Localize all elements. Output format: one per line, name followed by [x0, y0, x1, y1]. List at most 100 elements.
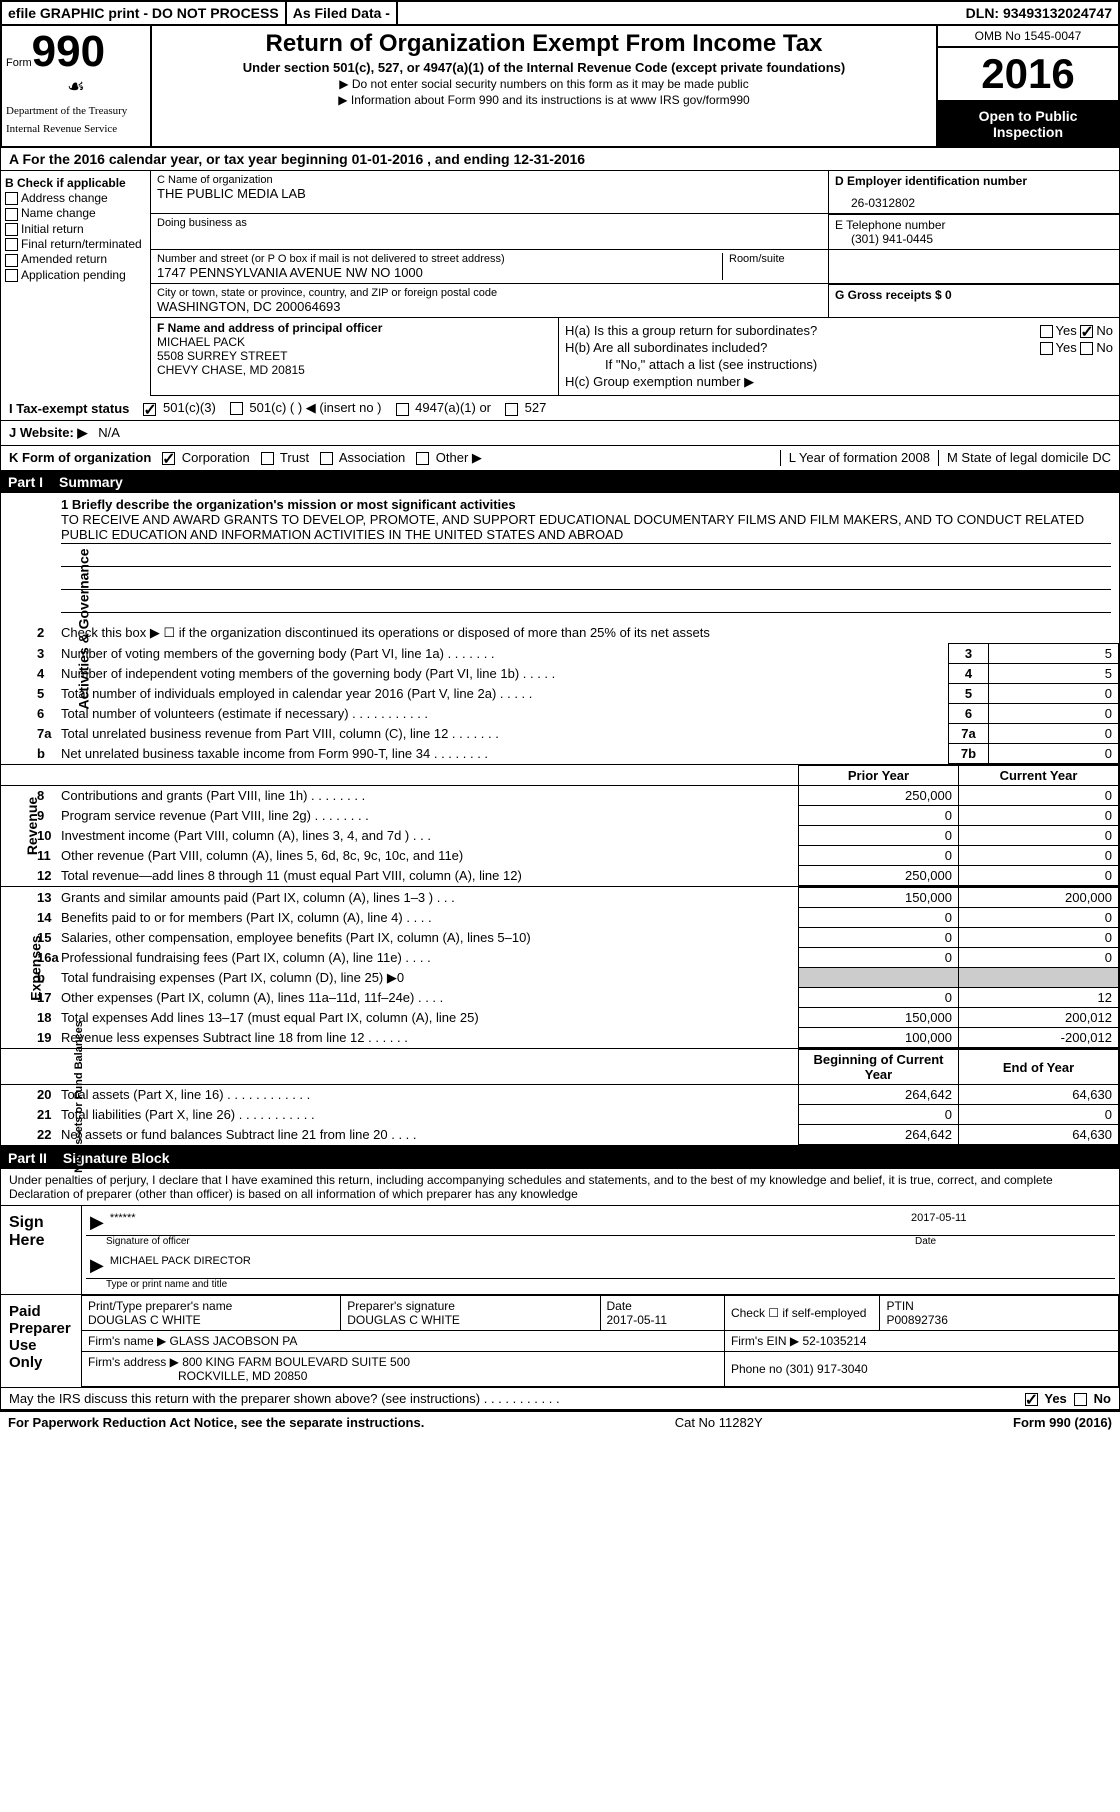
prep-sig-label: Preparer's signature: [347, 1299, 593, 1313]
ptin-label: PTIN: [886, 1299, 1112, 1313]
e-phone-label: E Telephone number: [835, 218, 1113, 232]
prep-date: 2017-05-11: [607, 1313, 718, 1327]
form-version: Form 990 (2016): [1013, 1415, 1112, 1430]
tax-year: 2016: [938, 48, 1118, 102]
dept-treasury: Department of the Treasury: [6, 105, 146, 117]
checkbox-501c[interactable]: [230, 402, 243, 415]
preparer-table: Print/Type preparer's nameDOUGLAS C WHIT…: [81, 1295, 1119, 1387]
room-label: Room/suite: [729, 253, 822, 265]
line2-text: Check this box ▶ ☐ if the organization d…: [61, 625, 710, 640]
paid-preparer-label: Paid Preparer Use Only: [1, 1295, 81, 1387]
top-bar: efile GRAPHIC print - DO NOT PROCESS As …: [0, 0, 1120, 26]
form-subtitle: Under section 501(c), 527, or 4947(a)(1)…: [160, 60, 928, 75]
activities-governance-section: Activities & Governance 1 Briefly descri…: [1, 493, 1119, 765]
c-name-label: C Name of organization: [157, 174, 822, 186]
revenue-section: Revenue Prior YearCurrent Year 8Contribu…: [1, 765, 1119, 887]
open-inspection: Open to Public Inspection: [938, 102, 1118, 146]
form-990-page: efile GRAPHIC print - DO NOT PROCESS As …: [0, 0, 1120, 1433]
i-label: I Tax-exempt status: [9, 401, 129, 416]
dept-irs: Internal Revenue Service: [6, 123, 146, 135]
current-year-head: Current Year: [959, 766, 1119, 786]
part1-title: Summary: [59, 474, 123, 490]
end-year-head: End of Year: [959, 1050, 1119, 1085]
right-header: OMB No 1545-0047 2016 Open to Public Ins…: [938, 26, 1118, 146]
prep-name: DOUGLAS C WHITE: [88, 1313, 334, 1327]
form-num: 990: [32, 27, 105, 76]
governance-table: 3Number of voting members of the governi…: [1, 643, 1119, 764]
checkbox-527[interactable]: [505, 403, 518, 416]
b-label: B Check if applicable: [5, 176, 146, 190]
checkbox-initial[interactable]: [5, 223, 18, 236]
note-info: ▶ Information about Form 990 and its ins…: [160, 93, 928, 107]
ein-value: 26-0312802: [835, 196, 1113, 210]
header: Form990 ☙ Department of the Treasury Int…: [0, 26, 1120, 148]
checkbox-name[interactable]: [5, 208, 18, 221]
checkbox-discuss-yes[interactable]: [1025, 1393, 1038, 1406]
dba-label: Doing business as: [157, 217, 822, 229]
firm-addr2: ROCKVILLE, MD 20850: [88, 1369, 718, 1383]
sig-date-label: Date: [915, 1236, 1115, 1247]
part1-num: Part I: [8, 474, 59, 490]
city-label: City or town, state or province, country…: [157, 287, 822, 299]
column-b-checkboxes: B Check if applicable Address change Nam…: [1, 171, 151, 396]
form-label: Form: [6, 57, 32, 69]
checkbox-other[interactable]: [416, 452, 429, 465]
street-value: 1747 PENNSYLVANIA AVENUE NW NO 1000: [157, 265, 722, 280]
name-title-label: Type or print name and title: [86, 1279, 1115, 1290]
checkbox-trust[interactable]: [261, 452, 274, 465]
d-ein-label: D Employer identification number: [835, 174, 1113, 188]
f-officer-label: F Name and address of principal officer: [157, 321, 552, 335]
checkbox-pending[interactable]: [5, 269, 18, 282]
k-label: K Form of organization: [9, 450, 151, 465]
beg-year-head: Beginning of Current Year: [799, 1050, 959, 1085]
paperwork-notice: For Paperwork Reduction Act Notice, see …: [8, 1415, 424, 1430]
cat-no: Cat No 11282Y: [675, 1415, 763, 1430]
checkbox-final[interactable]: [5, 238, 18, 251]
omb-number: OMB No 1545-0047: [938, 26, 1118, 48]
hb-label: H(b) Are all subordinates included?: [565, 340, 767, 355]
netassets-table: Beginning of Current YearEnd of Year 20T…: [1, 1049, 1119, 1145]
phone-value: (301) 941-0445: [835, 232, 1113, 246]
sig-date: 2017-05-11: [911, 1212, 1111, 1233]
checkbox-hb-no[interactable]: [1080, 342, 1093, 355]
checkbox-ha-yes[interactable]: [1040, 325, 1053, 338]
prep-name-label: Print/Type preparer's name: [88, 1299, 334, 1313]
officer-addr1: 5508 SURREY STREET: [157, 349, 552, 363]
checkbox-assoc[interactable]: [320, 452, 333, 465]
part2-header: Part II Signature Block: [0, 1147, 1120, 1169]
hb-note: If "No," attach a list (see instructions…: [565, 357, 1113, 372]
expenses-section: Expenses 13Grants and similar amounts pa…: [1, 887, 1119, 1049]
checkbox-501c3[interactable]: [143, 403, 156, 416]
checkbox-hb-yes[interactable]: [1040, 342, 1053, 355]
firm-phone: Phone no (301) 917-3040: [724, 1352, 1118, 1387]
firm-ein: Firm's EIN ▶ 52-1035214: [724, 1331, 1118, 1352]
officer-typed-name: MICHAEL PACK DIRECTOR: [110, 1255, 251, 1276]
discuss-row: May the IRS discuss this return with the…: [1, 1387, 1119, 1409]
checkbox-address[interactable]: [5, 192, 18, 205]
revenue-table: Prior YearCurrent Year 8Contributions an…: [1, 765, 1119, 886]
checkbox-ha-no[interactable]: [1080, 325, 1093, 338]
penalty-text: Under penalties of perjury, I declare th…: [1, 1169, 1119, 1205]
part1-body: Activities & Governance 1 Briefly descri…: [0, 493, 1120, 1147]
prep-sig: DOUGLAS C WHITE: [347, 1313, 593, 1327]
hc-label: H(c) Group exemption number ▶: [565, 374, 1113, 390]
form-title: Return of Organization Exempt From Incom…: [160, 30, 928, 58]
row-k-org-form: K Form of organization Corporation Trust…: [0, 446, 1120, 471]
column-cd: C Name of organization THE PUBLIC MEDIA …: [151, 171, 1119, 396]
city-value: WASHINGTON, DC 200064693: [157, 299, 822, 314]
year-formation: L Year of formation 2008: [780, 450, 930, 466]
prep-selfemp: Check ☐ if self-employed: [724, 1296, 880, 1331]
expenses-table: 13Grants and similar amounts paid (Part …: [1, 887, 1119, 1048]
checkbox-4947[interactable]: [396, 403, 409, 416]
firm-name: Firm's name ▶ GLASS JACOBSON PA: [82, 1331, 725, 1352]
checkbox-corp[interactable]: [162, 452, 175, 465]
checkbox-amended[interactable]: [5, 254, 18, 267]
sign-here-label: Sign Here: [1, 1206, 81, 1294]
row-i-tax-status: I Tax-exempt status 501(c)(3) 501(c) ( )…: [0, 396, 1120, 421]
row-a-tax-year: A For the 2016 calendar year, or tax yea…: [0, 148, 1120, 171]
efile-notice: efile GRAPHIC print - DO NOT PROCESS: [2, 2, 287, 24]
part1-header: Part I Summary: [0, 471, 1120, 493]
checkbox-discuss-no[interactable]: [1074, 1393, 1087, 1406]
form-number-box: Form990 ☙ Department of the Treasury Int…: [2, 26, 152, 146]
ha-label: H(a) Is this a group return for subordin…: [565, 323, 817, 338]
